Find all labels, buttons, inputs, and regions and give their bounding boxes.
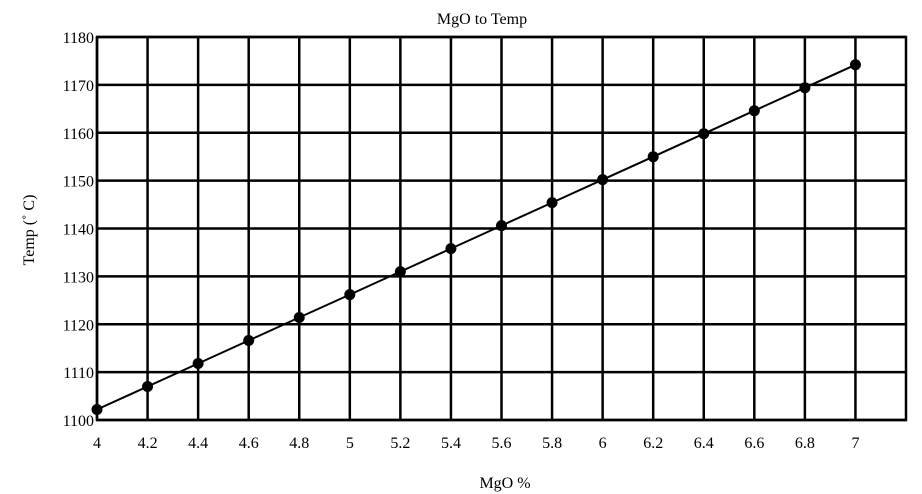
data-point [546, 197, 558, 209]
data-point [698, 128, 710, 140]
y-tick-label: 1110 [63, 365, 94, 382]
data-point [394, 266, 406, 278]
y-tick-label: 1130 [63, 269, 94, 286]
x-tick-label: 5.4 [441, 435, 461, 452]
y-tick-label: 1150 [63, 174, 94, 191]
series [91, 59, 861, 415]
data-point [445, 243, 457, 255]
y-tick-label: 1160 [63, 126, 94, 143]
x-tick-label: 4.2 [138, 435, 158, 452]
y-tick-label: 1120 [63, 317, 94, 334]
y-axis-ticks: 1100 1110 1120 1130 1140 1150 1160 1170 1180 [63, 30, 94, 430]
x-tick-label: 6.6 [744, 435, 764, 452]
series-line [96, 63, 856, 411]
data-point [597, 174, 609, 186]
x-tick-label: 4 [93, 435, 101, 452]
data-point [647, 151, 659, 163]
data-point [293, 312, 305, 324]
x-tick-label: 4.8 [289, 435, 309, 452]
x-tick-label: 6.8 [795, 435, 815, 452]
y-axis-title: Temp (˚ C) [21, 195, 38, 266]
data-point [849, 59, 861, 71]
chart-title: MgO to Temp [437, 11, 527, 28]
x-tick-label: 5.8 [542, 435, 562, 452]
plot-border [95, 35, 908, 422]
data-point [799, 82, 811, 94]
x-tick-label: 5.2 [390, 435, 410, 452]
x-tick-label: 5 [346, 435, 354, 452]
x-axis-ticks: 4 4.2 4.4 4.6 4.8 5 5.2 5.4 5.6 5.8 6 6.2 6.4 6.6 6.8 7 [93, 435, 859, 452]
data-point [192, 358, 204, 370]
y-tick-label: 1100 [63, 413, 94, 430]
y-tick-label: 1140 [63, 222, 94, 239]
y-tick-label: 1170 [63, 78, 94, 95]
x-tick-label: 4.4 [188, 435, 208, 452]
data-point [142, 380, 154, 392]
data-point [496, 220, 507, 232]
x-axis-title: MgO % [479, 475, 530, 492]
x-tick-label: 7 [851, 435, 859, 452]
x-tick-label: 6 [599, 435, 607, 452]
x-tick-label: 6.2 [643, 435, 663, 452]
data-point [243, 335, 255, 347]
data-point [91, 403, 103, 415]
x-tick-label: 5.6 [492, 435, 512, 452]
data-point [748, 105, 760, 117]
x-tick-label: 4.6 [239, 435, 259, 452]
data-point [344, 289, 356, 301]
plot-frame [95, 35, 908, 422]
y-tick-label: 1180 [63, 30, 94, 47]
x-tick-label: 6.4 [694, 435, 714, 452]
